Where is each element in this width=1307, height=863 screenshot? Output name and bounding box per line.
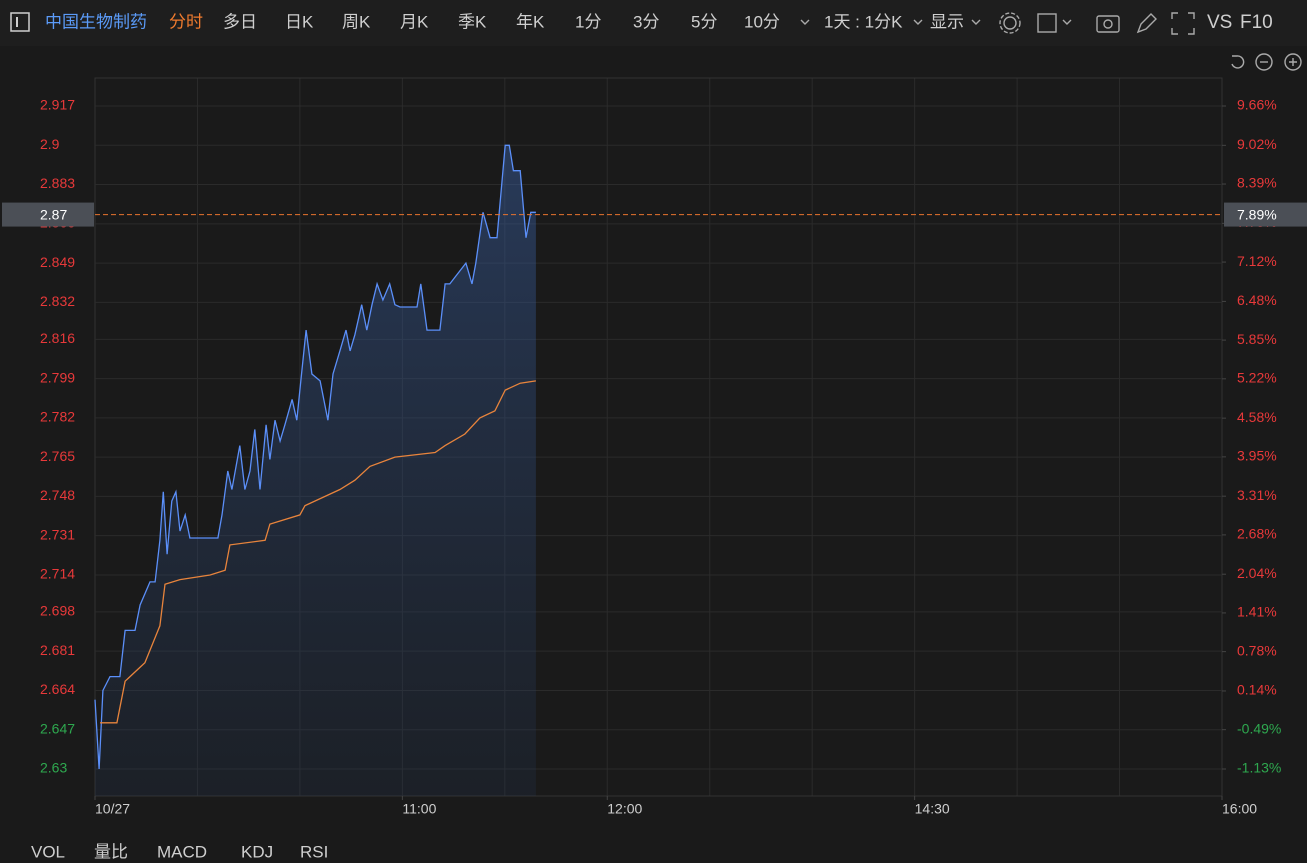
indicator-tab[interactable]: 量比	[94, 842, 128, 861]
y2-tick-label: 3.95%	[1237, 448, 1277, 464]
y-tick-label: 2.63	[40, 760, 67, 776]
layout-icon[interactable]	[1037, 13, 1057, 33]
y2-tick-label: -1.13%	[1237, 760, 1281, 776]
f10-button[interactable]: F10	[1240, 12, 1273, 33]
y2-tick-label: 2.04%	[1237, 565, 1277, 581]
y-tick-label: 2.765	[40, 448, 75, 464]
reset-icon[interactable]	[1231, 55, 1245, 69]
menu-icon[interactable]	[10, 12, 30, 32]
indicator-tab[interactable]: MACD	[157, 842, 207, 861]
tab[interactable]: 多日	[223, 12, 257, 31]
settings-icon[interactable]	[1003, 16, 1017, 30]
camera-lens	[1103, 19, 1113, 29]
y-tick-label: 2.9	[40, 136, 60, 152]
fullscreen-icon[interactable]	[1171, 12, 1195, 35]
tab[interactable]: 1分	[575, 12, 601, 31]
x-tick-label: 11:00	[402, 801, 436, 817]
y-tick-label: 2.681	[40, 642, 75, 658]
toolbar-icons	[800, 12, 1302, 71]
zoom-in-icon[interactable]	[1284, 53, 1302, 71]
plot: 2.9172.92.8832.8662.8492.8322.8162.7992.…	[2, 77, 1307, 817]
current-price-label: 2.87	[40, 206, 67, 222]
x-tick-label: 16:00	[1222, 801, 1257, 817]
tab[interactable]: 5分	[691, 12, 717, 31]
tab[interactable]: 年K	[516, 12, 545, 31]
zoom-in-plus	[1289, 58, 1297, 66]
pen-icon[interactable]	[1136, 13, 1157, 34]
current-pct-label: 7.89%	[1237, 206, 1277, 222]
tab[interactable]: 周K	[342, 12, 371, 31]
chevrons	[800, 19, 1072, 25]
settings-gear	[999, 12, 1021, 34]
plot-frame	[94, 77, 1223, 797]
y2-tick-label: 9.02%	[1237, 136, 1277, 152]
y2-tick-label: 8.39%	[1237, 175, 1277, 191]
x-tick-label: 14:30	[915, 801, 950, 817]
y-tick-label: 2.782	[40, 409, 75, 425]
y-tick-label: 2.883	[40, 175, 75, 191]
x-tick-label: 12:00	[607, 801, 642, 817]
y-tick-label: 2.816	[40, 330, 75, 346]
current-pct-box	[1224, 202, 1307, 227]
y2-tick-label: 3.31%	[1237, 487, 1277, 503]
indicator-tab[interactable]: KDJ	[241, 842, 273, 861]
y2-tick-label: 4.58%	[1237, 409, 1277, 425]
y2-tick-label: -0.49%	[1237, 720, 1281, 736]
indicator-tab[interactable]: VOL	[31, 842, 65, 861]
y2-tick-label: 6.48%	[1237, 292, 1277, 308]
toolbar	[0, 0, 1307, 46]
y-tick-label: 2.714	[40, 566, 75, 582]
x-tick-label: 10/27	[95, 801, 130, 817]
y-tick-label: 2.731	[40, 526, 75, 542]
display-select[interactable]: 显示	[930, 12, 964, 31]
y-tick-label: 2.832	[40, 293, 75, 309]
period-select[interactable]: 1天 : 1分K	[824, 12, 903, 31]
vs-button[interactable]: VS	[1207, 12, 1232, 33]
average-line	[100, 380, 536, 724]
y-tick-label: 2.647	[40, 720, 75, 736]
y-tick-label: 2.748	[40, 487, 75, 503]
y2-tick-label: 0.14%	[1237, 682, 1277, 698]
stock-name[interactable]: 中国生物制药	[45, 12, 147, 31]
y2-tick-label: 1.41%	[1237, 604, 1277, 620]
tab[interactable]: 分时	[169, 12, 203, 31]
current-price-box	[2, 202, 94, 227]
y2-tick-label: 9.66%	[1237, 97, 1277, 113]
tab[interactable]: 季K	[458, 12, 487, 31]
y2-tick-label: 0.78%	[1237, 642, 1277, 658]
y2-tick-label: 5.22%	[1237, 370, 1277, 386]
zoom-out-icon[interactable]	[1255, 53, 1273, 71]
tab[interactable]: 3分	[633, 12, 659, 31]
y-tick-label: 2.849	[40, 254, 75, 270]
tab[interactable]: 日K	[285, 12, 314, 31]
price-area	[95, 145, 536, 797]
tab[interactable]: 10分	[744, 12, 780, 31]
y-tick-label: 2.799	[40, 369, 75, 385]
tab[interactable]: 月K	[400, 12, 429, 31]
y2-tick-label: 2.68%	[1237, 526, 1277, 542]
price-line	[94, 144, 536, 770]
y-tick-label: 2.698	[40, 603, 75, 619]
indicator-tab[interactable]: RSI	[300, 842, 328, 861]
y-tick-label: 2.917	[40, 97, 75, 113]
y2-tick-label: 7.12%	[1237, 253, 1277, 269]
camera-icon[interactable]	[1096, 15, 1120, 33]
y-tick-label: 2.664	[40, 681, 75, 697]
y2-tick-label: 5.85%	[1237, 331, 1277, 347]
